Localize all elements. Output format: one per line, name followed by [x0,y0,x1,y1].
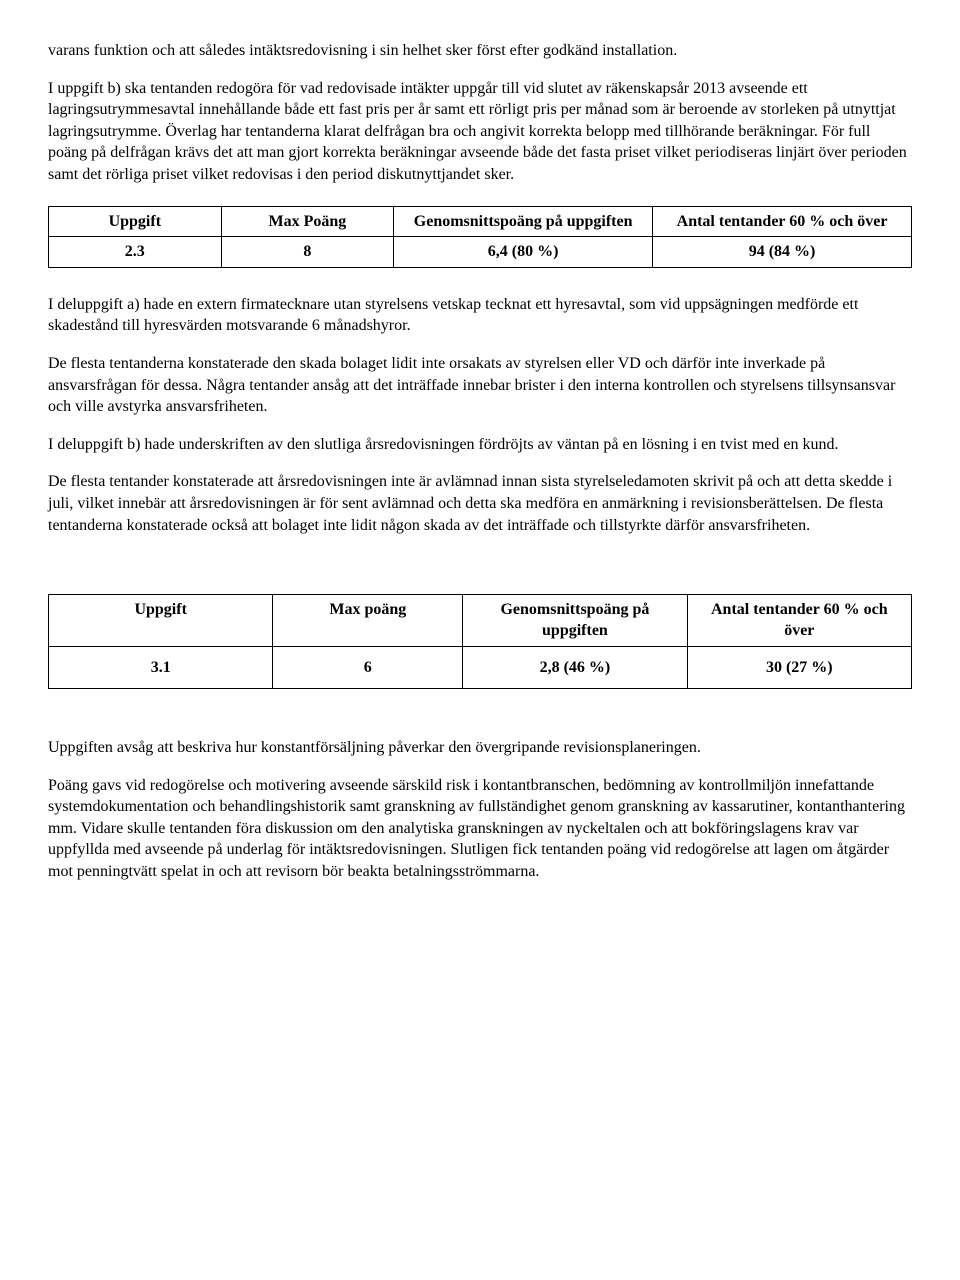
col-genomsnitt: Genomsnittspoäng på uppgiften [394,206,653,237]
table-row: 3.1 6 2,8 (46 %) 30 (27 %) [49,646,912,689]
body-paragraph: Uppgiften avsåg att beskriva hur konstan… [48,737,912,759]
body-paragraph: I uppgift b) ska tentanden redogöra för … [48,78,912,186]
col-antal-tentander: Antal tentander 60 % och över [653,206,912,237]
body-paragraph: I deluppgift b) hade underskriften av de… [48,434,912,456]
cell-genomsnitt: 2,8 (46 %) [463,646,687,689]
col-max-poang: Max Poäng [221,206,394,237]
cell-uppgift: 2.3 [49,237,222,268]
table-header-row: Uppgift Max Poäng Genomsnittspoäng på up… [49,206,912,237]
body-paragraph: Poäng gavs vid redogörelse och motiverin… [48,775,912,883]
table-header-row: Uppgift Max poäng Genomsnittspoäng på up… [49,594,912,646]
col-uppgift: Uppgift [49,594,273,646]
cell-max-poang: 8 [221,237,394,268]
col-uppgift: Uppgift [49,206,222,237]
cell-antal: 30 (27 %) [687,646,911,689]
cell-max-poang: 6 [273,646,463,689]
body-paragraph: I deluppgift a) hade en extern firmateck… [48,294,912,337]
cell-uppgift: 3.1 [49,646,273,689]
results-table-1: Uppgift Max Poäng Genomsnittspoäng på up… [48,206,912,268]
results-table-2: Uppgift Max poäng Genomsnittspoäng på up… [48,594,912,690]
col-max-poang: Max poäng [273,594,463,646]
cell-antal: 94 (84 %) [653,237,912,268]
col-genomsnitt: Genomsnittspoäng på uppgiften [463,594,687,646]
cell-genomsnitt: 6,4 (80 %) [394,237,653,268]
body-paragraph: varans funktion och att således intäktsr… [48,40,912,62]
body-paragraph: De flesta tentanderna konstaterade den s… [48,353,912,418]
col-antal-tentander: Antal tentander 60 % och över [687,594,911,646]
body-paragraph: De flesta tentander konstaterade att års… [48,471,912,536]
table-row: 2.3 8 6,4 (80 %) 94 (84 %) [49,237,912,268]
